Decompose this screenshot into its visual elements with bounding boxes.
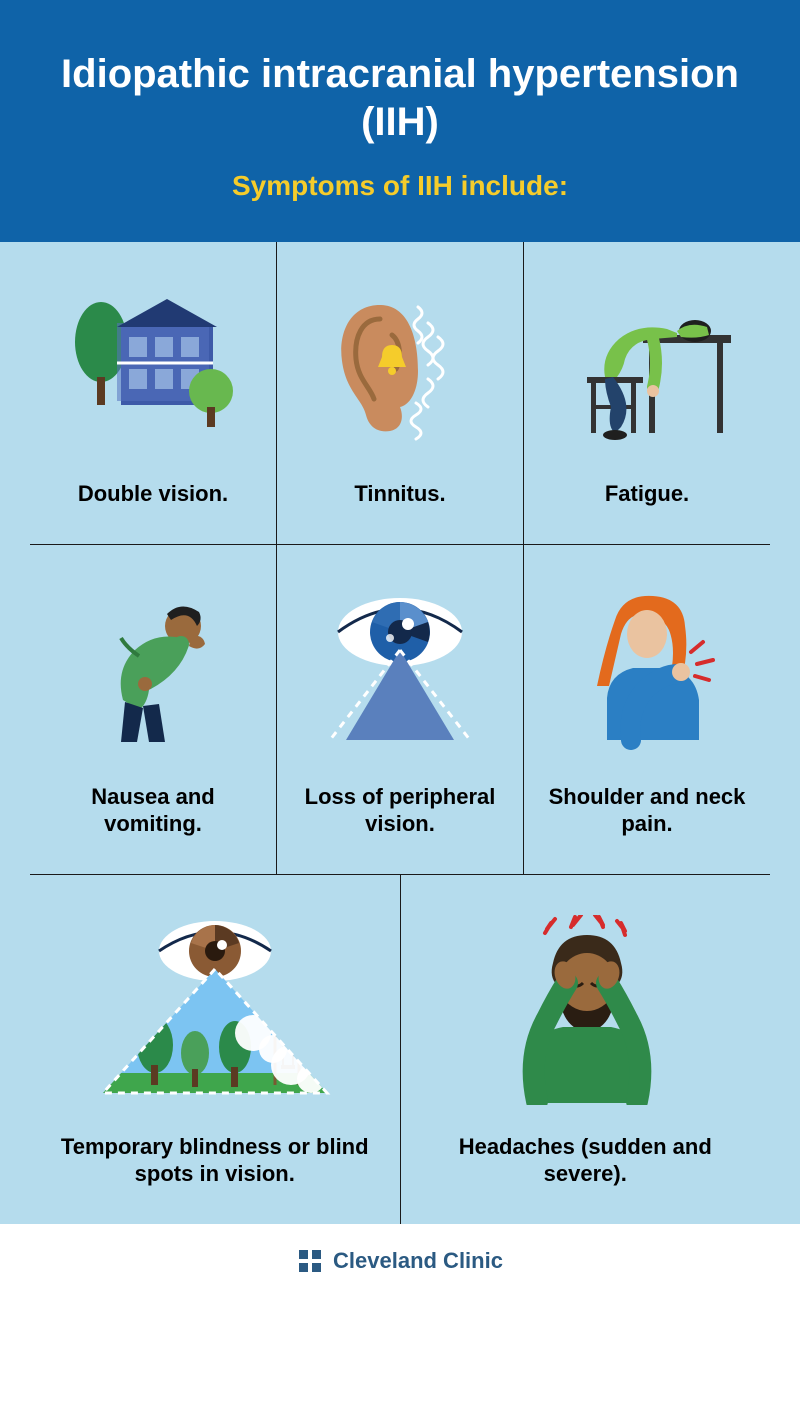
brand-text: Cleveland Clinic xyxy=(333,1248,503,1274)
grid-row: Temporary blindness or blind spots in vi… xyxy=(30,875,770,1224)
cell-label: Tinnitus. xyxy=(354,480,445,508)
cell-blind-spots: Temporary blindness or blind spots in vi… xyxy=(30,875,401,1224)
peripheral-vision-icon xyxy=(310,585,490,755)
grid-row: Double vision. xyxy=(30,242,770,545)
cell-tinnitus: Tinnitus. xyxy=(277,242,524,544)
fatigue-icon xyxy=(557,282,737,452)
cell-peripheral: Loss of peripheral vision. xyxy=(277,545,524,874)
footer: Cleveland Clinic xyxy=(0,1224,800,1298)
cell-double-vision: Double vision. xyxy=(30,242,277,544)
cell-label: Loss of peripheral vision. xyxy=(291,783,509,838)
page-subtitle: Symptoms of IIH include: xyxy=(30,170,770,202)
tinnitus-icon xyxy=(310,282,490,452)
grid-row: Nausea and vomiting. xyxy=(30,545,770,875)
headache-icon xyxy=(475,915,695,1105)
cell-label: Fatigue. xyxy=(605,480,689,508)
brand-logo: Cleveland Clinic xyxy=(297,1248,503,1274)
cell-fatigue: Fatigue. xyxy=(524,242,770,544)
cell-label: Headaches (sudden and severe). xyxy=(415,1133,757,1188)
symptom-grid: Double vision. xyxy=(0,242,800,1224)
nausea-icon xyxy=(63,585,243,755)
header: Idiopathic intracranial hypertension (II… xyxy=(0,0,800,242)
infographic-container: Idiopathic intracranial hypertension (II… xyxy=(0,0,800,1298)
double-vision-icon xyxy=(63,282,243,452)
blind-spots-icon xyxy=(85,915,345,1105)
logo-mark-icon xyxy=(297,1248,323,1274)
page-title: Idiopathic intracranial hypertension (II… xyxy=(30,50,770,146)
cell-headaches: Headaches (sudden and severe). xyxy=(401,875,771,1224)
cell-label: Nausea and vomiting. xyxy=(44,783,262,838)
cell-nausea: Nausea and vomiting. xyxy=(30,545,277,874)
shoulder-pain-icon xyxy=(557,585,737,755)
cell-label: Shoulder and neck pain. xyxy=(538,783,756,838)
cell-label: Temporary blindness or blind spots in vi… xyxy=(44,1133,386,1188)
cell-shoulder: Shoulder and neck pain. xyxy=(524,545,770,874)
cell-label: Double vision. xyxy=(78,480,228,508)
